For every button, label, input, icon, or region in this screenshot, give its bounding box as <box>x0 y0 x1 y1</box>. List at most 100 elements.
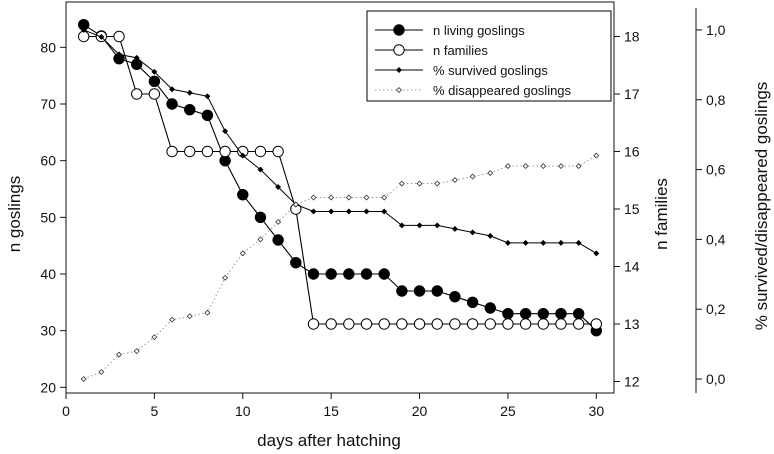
data-point <box>519 318 532 330</box>
data-point <box>307 318 320 330</box>
data-point <box>575 239 582 246</box>
data-point <box>378 318 390 330</box>
data-point <box>113 30 125 43</box>
data-point <box>133 54 140 61</box>
data-point <box>184 145 196 158</box>
series-2 <box>80 26 600 257</box>
data-point <box>275 184 282 190</box>
data-point <box>413 285 426 297</box>
data-point <box>484 318 496 330</box>
plot-frame <box>65 1 615 394</box>
data-point <box>593 250 600 257</box>
y-axis-right-percent-title: % survived/disappeared goslings <box>752 82 771 331</box>
legend-marker <box>393 24 405 36</box>
x-tick-label: 30 <box>589 403 605 419</box>
data-point <box>98 33 105 40</box>
data-point <box>398 180 405 187</box>
y-right-percent-tick-label: 0,8 <box>706 92 726 108</box>
y-left-tick-label: 50 <box>40 209 56 225</box>
y-right-percent-tick-label: 0,4 <box>706 231 726 247</box>
data-point <box>540 239 547 246</box>
data-point <box>169 86 176 93</box>
legend-entry: % disappeared goslings <box>375 83 572 98</box>
data-point <box>502 318 514 330</box>
data-point <box>272 234 284 246</box>
data-point <box>345 194 352 201</box>
data-point <box>219 145 231 158</box>
data-point <box>540 163 547 170</box>
data-point <box>345 208 352 215</box>
data-point <box>487 232 494 239</box>
data-point <box>184 103 196 116</box>
data-point <box>434 180 441 187</box>
series-1 <box>77 30 603 330</box>
data-point <box>398 222 405 229</box>
y-right-percent-tick-label: 1,0 <box>706 22 726 38</box>
legend-label: n families <box>433 43 488 58</box>
data-point <box>343 318 355 330</box>
data-point <box>466 318 479 330</box>
data-point <box>522 239 529 246</box>
data-point <box>204 309 211 316</box>
data-point <box>522 163 529 170</box>
data-point <box>487 170 494 177</box>
y-left-tick-label: 70 <box>40 96 56 112</box>
data-point <box>343 268 355 280</box>
data-point <box>431 285 443 297</box>
data-point <box>290 256 302 269</box>
y-left-tick-label: 80 <box>40 39 56 55</box>
y-right-families-tick-label: 13 <box>624 316 640 332</box>
data-point <box>504 163 511 170</box>
y-axis-left-title: n goslings <box>5 176 24 253</box>
data-point <box>449 290 461 303</box>
data-point <box>275 218 282 225</box>
data-point <box>166 98 178 110</box>
data-point <box>575 163 582 170</box>
data-point <box>360 318 373 330</box>
data-point <box>325 318 337 330</box>
data-point <box>593 152 600 159</box>
data-point <box>80 376 87 383</box>
y-right-percent-tick-label: 0,2 <box>706 301 726 317</box>
data-point <box>363 208 370 215</box>
y-right-families-tick-label: 18 <box>624 29 640 45</box>
data-point <box>413 318 426 330</box>
legend-marker <box>393 44 405 56</box>
legend-marker <box>396 87 402 93</box>
legend-marker <box>396 67 402 73</box>
data-point <box>451 177 458 184</box>
data-point <box>434 222 441 229</box>
data-point <box>222 128 229 135</box>
y-right-percent-tick-label: 0,0 <box>706 371 726 387</box>
x-tick-label: 0 <box>62 403 70 419</box>
data-point <box>239 152 246 159</box>
data-point <box>272 145 284 158</box>
y-right-families-tick-label: 17 <box>624 86 640 102</box>
series-line <box>83 155 597 380</box>
x-tick-label: 20 <box>412 403 428 419</box>
data-point <box>151 334 158 341</box>
data-point <box>360 268 373 280</box>
data-point <box>98 369 105 376</box>
data-point <box>572 307 585 320</box>
y-left-tick-label: 20 <box>40 379 56 395</box>
x-axis-title: days after hatching <box>257 431 401 450</box>
y-right-percent-tick-label: 0,6 <box>706 162 726 178</box>
data-point <box>396 318 408 330</box>
data-point <box>239 250 246 257</box>
data-point <box>537 307 549 320</box>
legend-entry: n living goslings <box>375 23 525 38</box>
data-point <box>254 145 267 158</box>
data-point <box>381 194 388 201</box>
x-tick-label: 25 <box>500 403 516 419</box>
x-tick-label: 5 <box>150 403 158 419</box>
data-point <box>416 222 423 229</box>
data-point <box>116 351 122 358</box>
series-3 <box>80 152 600 383</box>
data-point <box>166 145 178 158</box>
data-point <box>116 51 122 58</box>
data-point <box>257 236 264 243</box>
data-point <box>449 318 461 330</box>
legend-label: % disappeared goslings <box>433 83 572 98</box>
data-point <box>416 180 423 187</box>
